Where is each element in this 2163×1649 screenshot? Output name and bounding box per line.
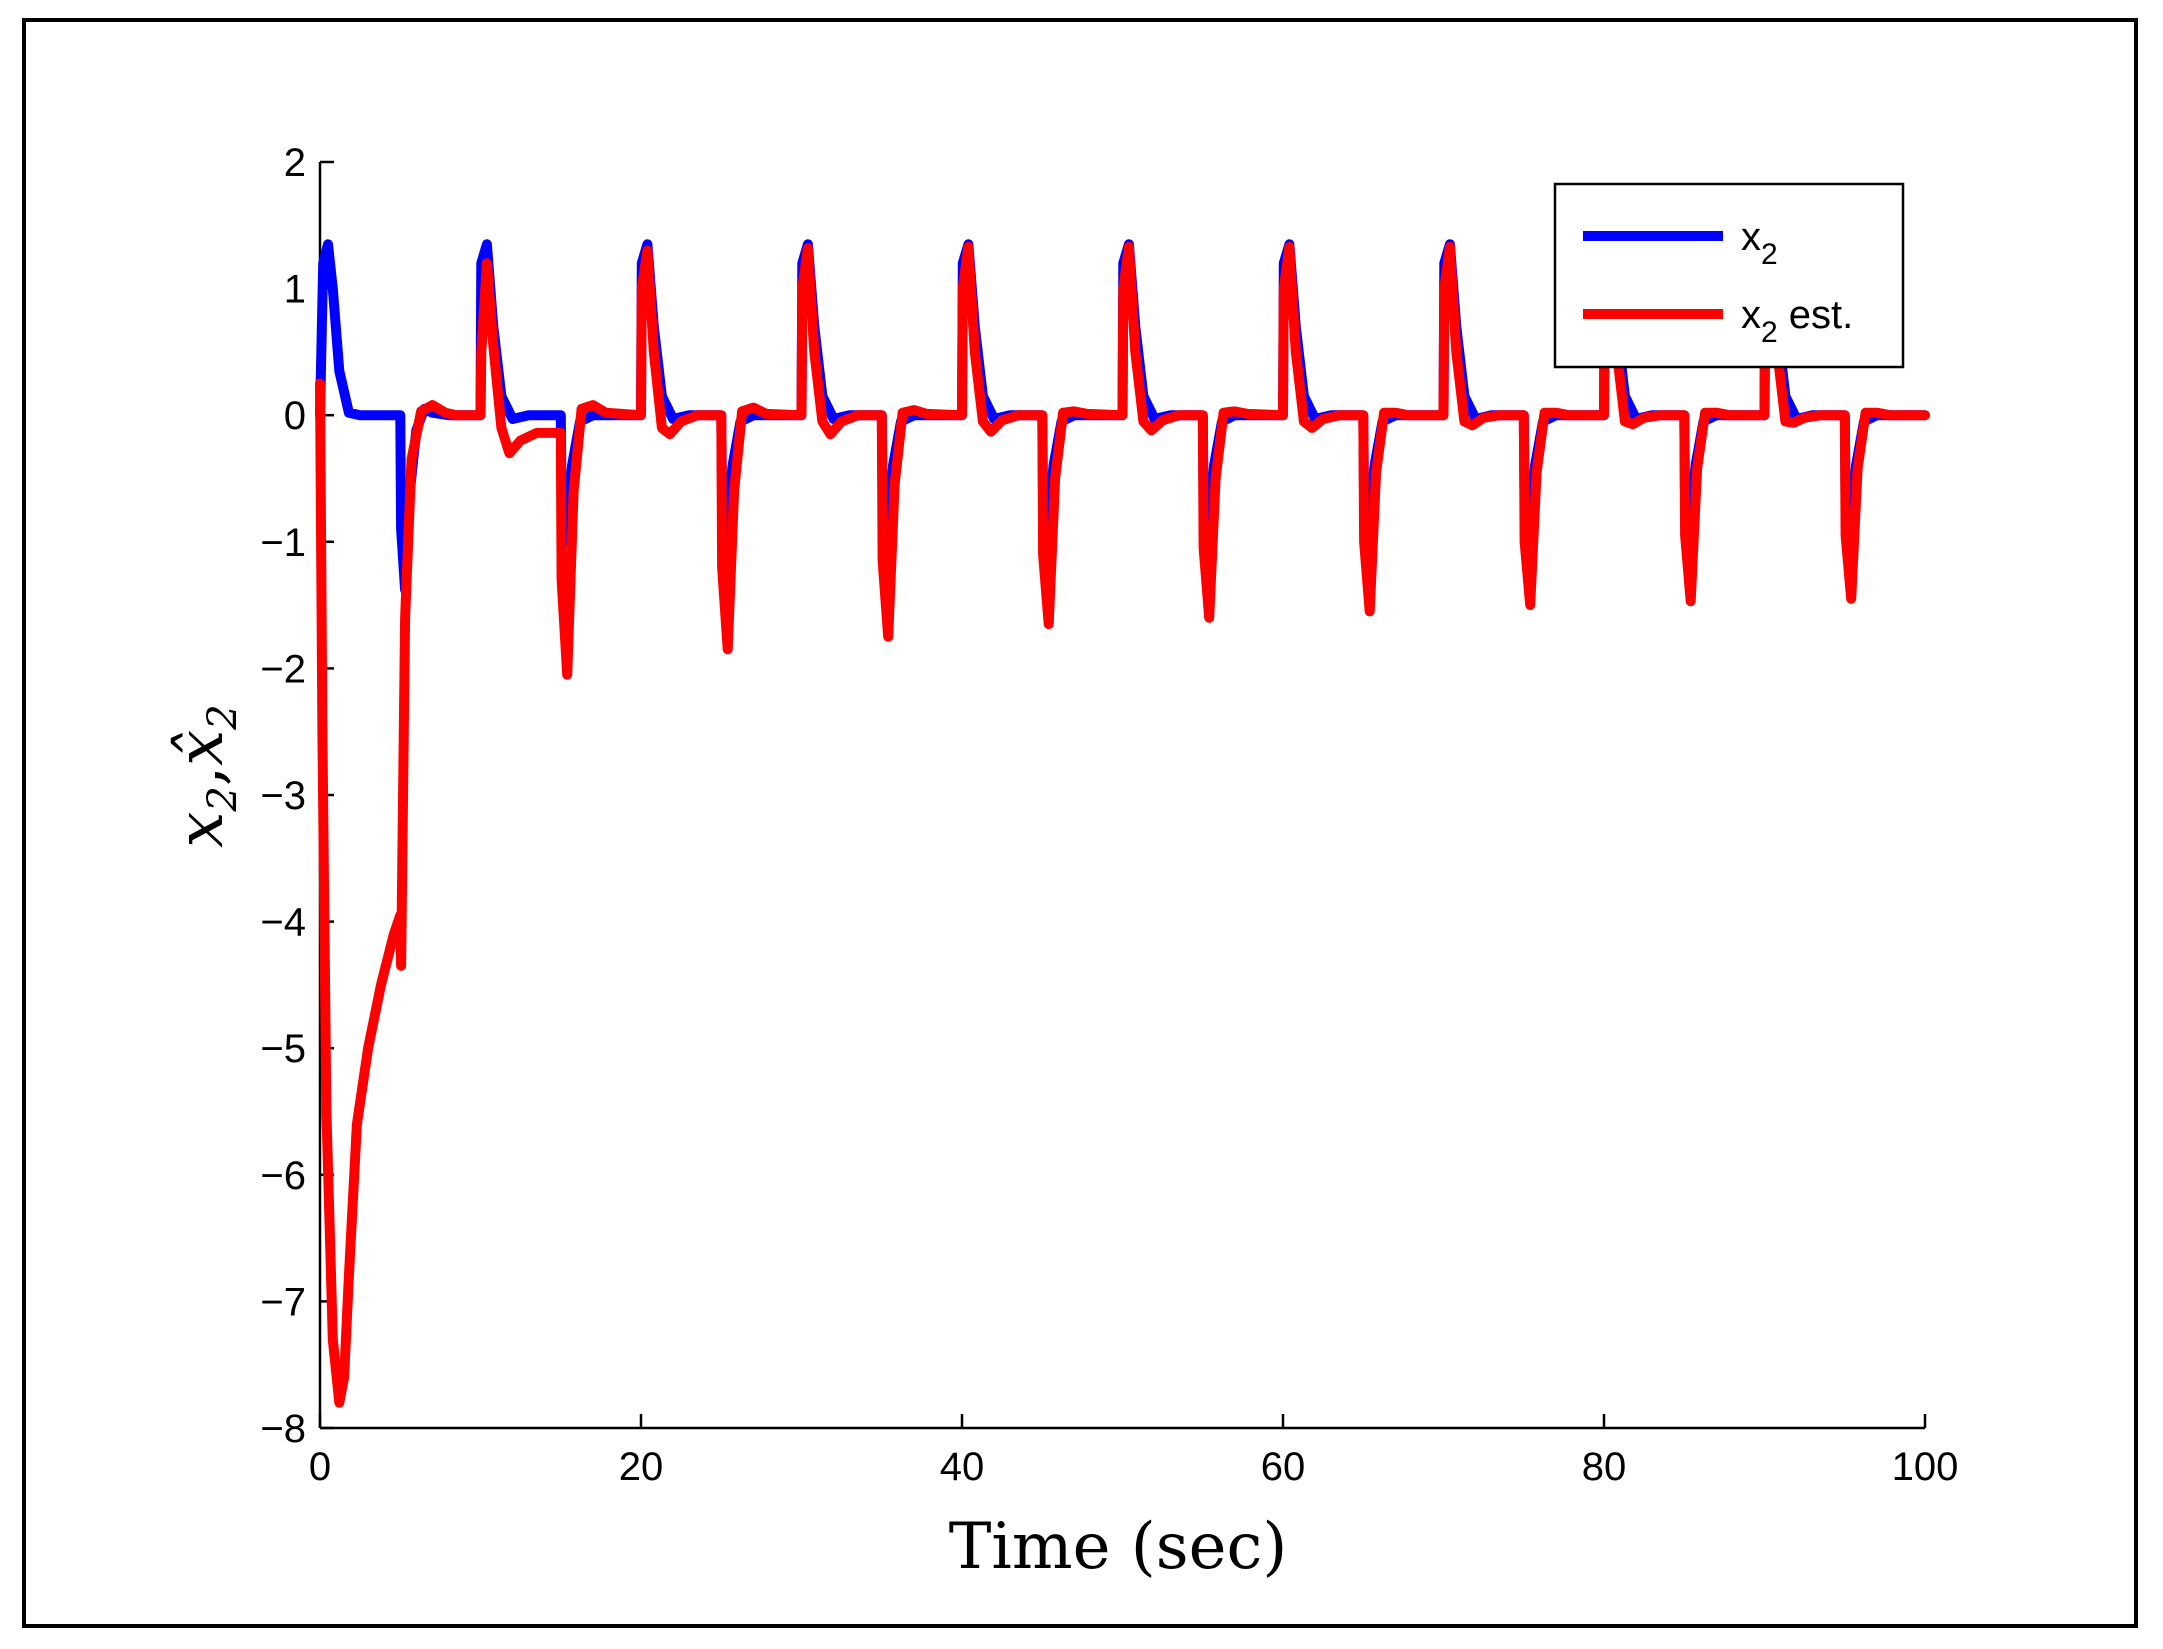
y-axis-label-text: x2,x̂2	[164, 704, 246, 847]
x-tick-label: 40	[940, 1445, 985, 1489]
y-tick-label: −8	[260, 1407, 306, 1451]
series-layer	[315, 239, 1930, 1408]
x-tick-label: 80	[1582, 1445, 1627, 1489]
axes: 0 20 40 60 80 100 −8 −7 −6 −5 −4 −3 −2 −1 0 1 2	[260, 141, 1958, 1489]
y-tick-label: −5	[260, 1027, 306, 1071]
legend: x2 x2 est.	[1553, 182, 1905, 369]
y-tick-label: 2	[284, 141, 306, 185]
series-line-2	[315, 241, 1930, 1408]
y-tick-label: 1	[284, 268, 306, 312]
x-axis-label: Time (sec)	[949, 1510, 1288, 1584]
y-tick-label: −1	[260, 521, 306, 565]
legend-box	[1553, 182, 1905, 369]
x-tick-label: 60	[1261, 1445, 1306, 1489]
y-tick-label: −2	[260, 647, 306, 691]
x-tick-label: 100	[1892, 1445, 1959, 1489]
y-tick-label: −7	[260, 1280, 306, 1324]
x-tick-label: 20	[619, 1445, 664, 1489]
y-axis-label: x2,x̂2	[164, 704, 246, 847]
y-tick-label: −4	[260, 901, 306, 945]
y-tick-label: −3	[260, 774, 306, 818]
legend-label-1: x2	[1741, 215, 1778, 271]
y-tick-label: 0	[284, 394, 306, 438]
x-tick-label: 0	[309, 1445, 331, 1489]
legend-label-2: x2 est.	[1741, 293, 1853, 349]
y-tick-label: −6	[260, 1154, 306, 1198]
